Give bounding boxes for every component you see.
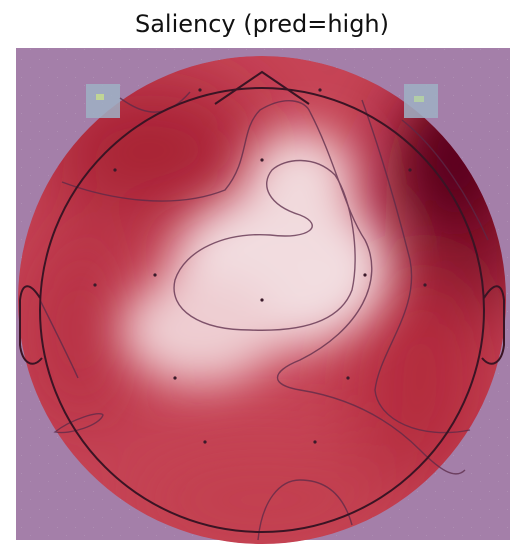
head-outline-group [19,70,505,533]
contour-left [39,299,79,379]
figure-title: Saliency (pred=high) [134,10,389,38]
left-ear [19,285,43,365]
sensor-dots [93,88,427,444]
contour-right-2 [361,99,471,434]
artifact-patch-left [86,84,120,118]
head-outline [39,87,485,533]
contour-bottom [257,479,353,541]
contour-lines [39,91,489,541]
contour-upper-left [61,100,311,202]
right-ear [481,285,505,365]
contour-far-right [401,119,489,241]
contour-right [277,111,466,475]
nose [214,70,310,105]
contour-upper-left-2 [119,91,191,113]
